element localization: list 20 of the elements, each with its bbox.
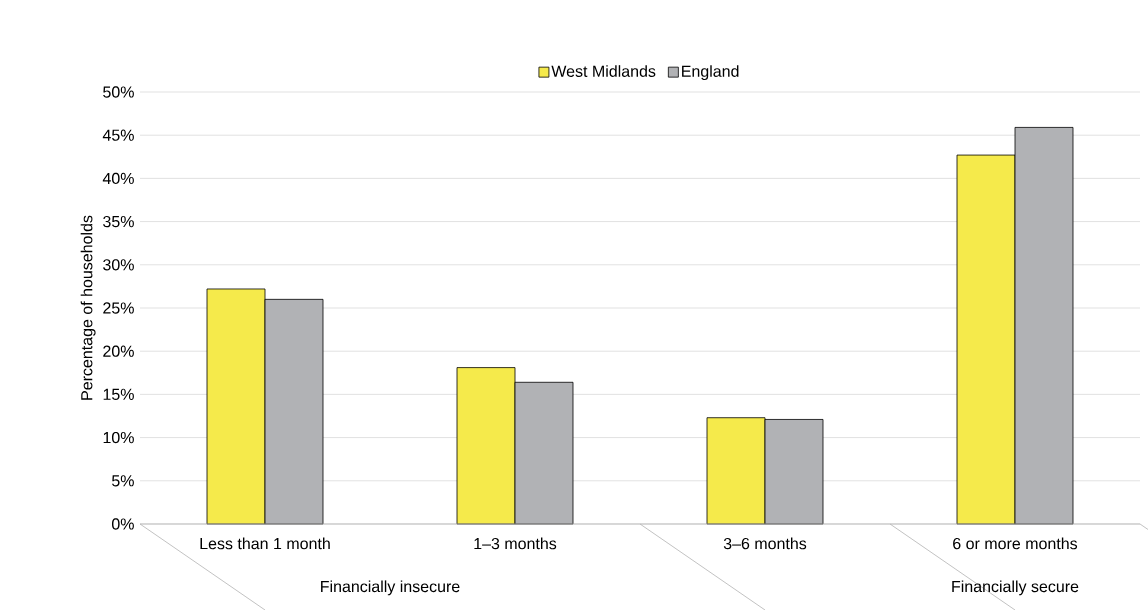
x-tick-label: 3–6 months	[723, 537, 807, 550]
text: Financially insecure	[321, 580, 460, 596]
y-tick-label: 25%	[103, 302, 134, 314]
x-tick-label: 1–3 months	[474, 537, 557, 550]
legend-label: West Midlands	[551, 65, 656, 77]
y-tick-label: 40%	[102, 172, 134, 185]
y-tick-label: 35%	[103, 215, 134, 228]
y-tick-label: 10%	[103, 431, 134, 444]
y-tick-label: 45%	[102, 129, 134, 141]
x-tick-label: 6 or more months	[953, 537, 1078, 550]
y-tick-label: 20%	[103, 345, 134, 357]
y-axis-title: Percentage of households	[80, 215, 96, 400]
y-tick-label: 5%	[112, 475, 134, 487]
text: Financially secure	[952, 580, 1079, 596]
legend-label: England	[682, 65, 739, 81]
x-tick-label: Less than 1 month	[200, 537, 330, 550]
y-tick-label: 50%	[103, 86, 134, 98]
y-tick-label: 15%	[103, 388, 134, 401]
y-tick-label: 30%	[103, 259, 134, 271]
y-tick-label: 0%	[111, 518, 134, 530]
